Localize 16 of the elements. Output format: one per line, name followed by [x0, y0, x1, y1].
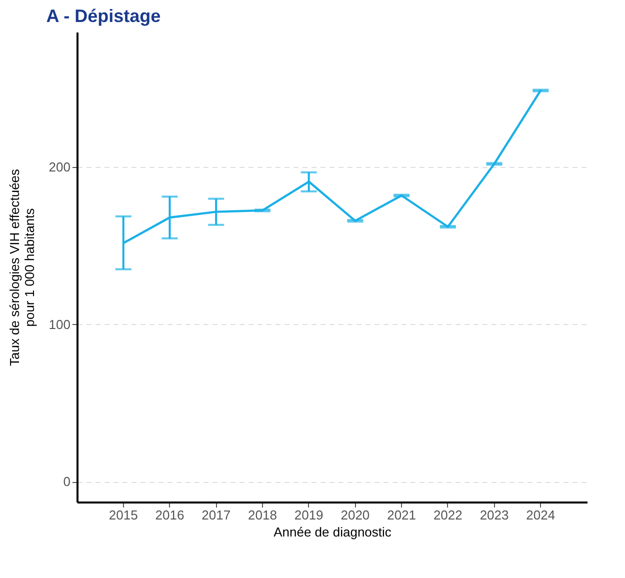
x-tick-label: 2015 [108, 508, 138, 522]
chart-title: A - Dépistage [46, 6, 161, 26]
x-tick-label: 2016 [155, 508, 184, 522]
x-tick-label: 2019 [294, 508, 324, 522]
y-tick-label: 0 [63, 474, 70, 490]
x-tick-label: 2017 [202, 508, 231, 522]
x-tick-label: 2020 [340, 508, 370, 522]
y-axis-title: Taux de sérologies VIH effectuées pour 1 000 habitants [6, 168, 37, 366]
x-tick-label: 2021 [387, 508, 416, 522]
y-tick-label: 200 [48, 160, 70, 175]
y-tick-label: 100 [48, 316, 70, 332]
x-tick-label: 2018 [248, 508, 277, 522]
x-tick-label: 2022 [433, 508, 462, 522]
x-tick-label: 2023 [480, 508, 509, 522]
x-tick-label: 2024 [526, 508, 556, 522]
x-axis-title: Année de diagnostic [274, 524, 392, 540]
